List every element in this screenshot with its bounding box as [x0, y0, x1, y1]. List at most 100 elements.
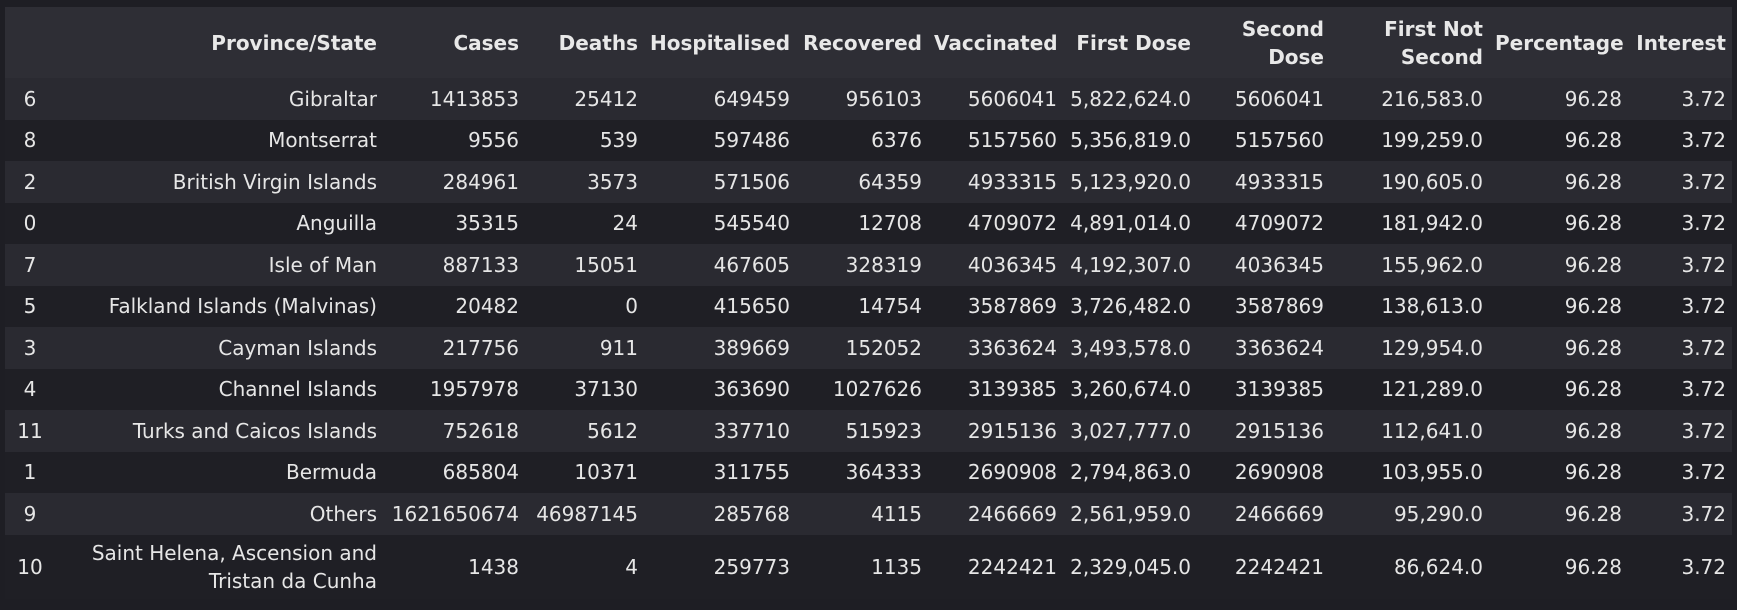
- table-row: 10 Saint Helena, Ascension and Tristan da…: [5, 534, 1732, 599]
- dataframe-output: Province/State Cases Deaths Hospitalised…: [5, 7, 1732, 599]
- cell-first-dose: 2,794,863.0: [1070, 460, 1191, 485]
- cell-recovered: 364333: [845, 460, 922, 485]
- cell-second-dose: 5606041: [1234, 86, 1324, 111]
- header-interest: Interest: [1636, 30, 1726, 55]
- table-body: 6 Gibraltar 1413853 25412 649459 956103 560604…: [5, 78, 1732, 599]
- cell-province-state: Gibraltar: [288, 86, 377, 111]
- cell-first-not-second: 216,583.0: [1381, 86, 1483, 111]
- cell-interest: 3.72: [1681, 554, 1726, 579]
- cell-interest: 3.72: [1681, 211, 1726, 236]
- cell-province-state: Montserrat: [268, 128, 377, 153]
- cell-first-not-second: 95,290.0: [1393, 501, 1483, 526]
- cell-cases: 1413853: [429, 86, 519, 111]
- cell-recovered: 152052: [845, 335, 922, 360]
- header-percentage: Percentage: [1495, 30, 1624, 55]
- cell-percentage: 96.28: [1564, 501, 1622, 526]
- cell-hospitalised: 649459: [713, 86, 790, 111]
- cell-cases: 217756: [442, 335, 519, 360]
- cell-vaccinated: 4036345: [967, 252, 1057, 277]
- cell-hospitalised: 597486: [713, 128, 790, 153]
- cell-deaths: 25412: [574, 86, 638, 111]
- cell-interest: 3.72: [1681, 252, 1726, 277]
- table-row: 1 Bermuda 685804 10371 311755 364333 2690908 2,…: [5, 451, 1732, 493]
- cell-province-state: Isle of Man: [268, 252, 377, 277]
- cell-first-not-second: 155,962.0: [1381, 252, 1483, 277]
- cell-percentage: 96.28: [1564, 377, 1622, 402]
- cell-vaccinated: 3363624: [967, 335, 1057, 360]
- cell-province-state: Bermuda: [285, 460, 377, 485]
- cell-second-dose: 4709072: [1234, 211, 1324, 236]
- table-row: 5 Falkland Islands (Malvinas) 20482 0 415650…: [5, 285, 1732, 327]
- cell-hospitalised: 389669: [713, 335, 790, 360]
- table-row: 2 British Virgin Islands 284961 3573 571506 6…: [5, 161, 1732, 203]
- cell-first-dose: 4,891,014.0: [1070, 211, 1191, 236]
- cell-percentage: 96.28: [1564, 86, 1622, 111]
- cell-second-dose: 2242421: [1234, 554, 1324, 579]
- cell-percentage: 96.28: [1564, 294, 1622, 319]
- cell-percentage: 96.28: [1564, 211, 1622, 236]
- cell-hospitalised: 467605: [713, 252, 790, 277]
- cell-deaths: 5612: [587, 418, 638, 443]
- cell-recovered: 14754: [858, 294, 922, 319]
- cell-cases: 887133: [442, 252, 519, 277]
- cell-deaths: 0: [625, 294, 638, 319]
- cell-row-index: 4: [23, 377, 37, 402]
- cell-first-dose: 5,822,624.0: [1070, 86, 1191, 111]
- cell-row-index: 0: [23, 211, 37, 236]
- cell-deaths: 539: [599, 128, 638, 153]
- cell-second-dose: 3587869: [1234, 294, 1324, 319]
- cell-row-index: 6: [23, 86, 37, 111]
- cell-cases: 9556: [468, 128, 519, 153]
- cell-interest: 3.72: [1681, 128, 1726, 153]
- cell-first-not-second: 199,259.0: [1381, 128, 1483, 153]
- cell-cases: 1957978: [429, 377, 519, 402]
- cell-deaths: 4: [625, 554, 638, 579]
- cell-first-dose: 3,027,777.0: [1070, 418, 1191, 443]
- header-second-dose: Second Dose: [1241, 16, 1324, 69]
- cell-recovered: 6376: [871, 128, 922, 153]
- header-recovered: Recovered: [803, 30, 922, 55]
- cell-second-dose: 2690908: [1234, 460, 1324, 485]
- cell-first-not-second: 190,605.0: [1381, 169, 1483, 194]
- cell-recovered: 1135: [871, 554, 922, 579]
- cell-cases: 284961: [442, 169, 519, 194]
- cell-province-state: Others: [309, 501, 377, 526]
- cell-recovered: 12708: [858, 211, 922, 236]
- cell-percentage: 96.28: [1564, 460, 1622, 485]
- header-cases: Cases: [453, 30, 519, 55]
- cell-recovered: 956103: [845, 86, 922, 111]
- cell-recovered: 64359: [858, 169, 922, 194]
- cell-second-dose: 4036345: [1234, 252, 1324, 277]
- cell-second-dose: 5157560: [1234, 128, 1324, 153]
- cell-percentage: 96.28: [1564, 554, 1622, 579]
- cell-province-state: Anguilla: [296, 211, 377, 236]
- header-first-not-second: First Not Second: [1384, 16, 1483, 69]
- cell-vaccinated: 2915136: [967, 418, 1057, 443]
- table-header: Province/State Cases Deaths Hospitalised…: [5, 7, 1732, 78]
- table-row: 8 Montserrat 9556 539 597486 6376 5157560 5,356…: [5, 119, 1732, 161]
- cell-vaccinated: 3139385: [967, 377, 1057, 402]
- cell-deaths: 24: [612, 211, 638, 236]
- cell-hospitalised: 363690: [713, 377, 790, 402]
- data-table: Province/State Cases Deaths Hospitalised…: [5, 7, 1732, 599]
- cell-province-state: Saint Helena, Ascension and Tristan da C…: [91, 540, 377, 593]
- cell-hospitalised: 415650: [713, 294, 790, 319]
- cell-province-state: Turks and Caicos Islands: [132, 418, 377, 443]
- cell-deaths: 3573: [587, 169, 638, 194]
- cell-cases: 1621650674: [391, 501, 519, 526]
- cell-first-dose: 4,192,307.0: [1070, 252, 1191, 277]
- table-row: 0 Anguilla 35315 24 545540 12708 4709072 4,891,…: [5, 202, 1732, 244]
- cell-first-dose: 2,329,045.0: [1070, 554, 1191, 579]
- cell-deaths: 15051: [574, 252, 638, 277]
- header-index: [5, 7, 55, 78]
- table-row: 11 Turks and Caicos Islands 752618 5612 3377…: [5, 410, 1732, 452]
- cell-recovered: 328319: [845, 252, 922, 277]
- cell-recovered: 515923: [845, 418, 922, 443]
- cell-first-not-second: 181,942.0: [1381, 211, 1483, 236]
- cell-hospitalised: 337710: [713, 418, 790, 443]
- cell-first-dose: 2,561,959.0: [1070, 501, 1191, 526]
- header-row: Province/State Cases Deaths Hospitalised…: [5, 7, 1732, 78]
- cell-interest: 3.72: [1681, 335, 1726, 360]
- cell-first-dose: 5,123,920.0: [1070, 169, 1191, 194]
- cell-cases: 35315: [455, 211, 519, 236]
